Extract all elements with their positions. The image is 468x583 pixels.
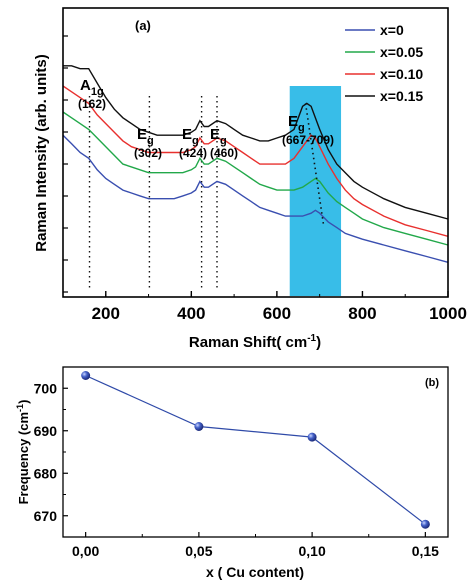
y-tick-label-b: 690 xyxy=(34,423,58,439)
x-tick-label: 400 xyxy=(177,304,205,323)
series-line-x=0 xyxy=(62,134,449,263)
peak-label: Eg xyxy=(182,126,199,147)
panel-label-a: (a) xyxy=(135,18,151,33)
x-tick-label: 200 xyxy=(92,304,120,323)
peak-label: A1g xyxy=(80,77,104,98)
peak-label: Eg xyxy=(137,126,154,147)
x-tick-label: 600 xyxy=(263,304,291,323)
peak-value: (302) xyxy=(134,146,162,160)
data-point xyxy=(307,432,317,442)
data-point xyxy=(81,371,91,380)
y-tick-label-b: 700 xyxy=(34,380,58,396)
series-line-x=0.15 xyxy=(63,65,449,220)
x-tick-label: 1000 xyxy=(429,304,467,323)
peak-value: (424) xyxy=(179,146,207,160)
y-axis-label-a: Raman Intensity (arb. units) xyxy=(33,54,50,252)
y-axis-label-b: Frequency (cm-1) xyxy=(15,400,31,505)
panel-label-b: (b) xyxy=(425,377,439,389)
highlight-band xyxy=(289,86,342,296)
x-tick-label-b: 0,15 xyxy=(412,543,439,559)
x-tick-label-b: 0,05 xyxy=(185,543,212,559)
panel-b-frequency: 0,00 0,05 0,10 0,15 700 690 680 670 (b) x ( Cu… xyxy=(15,366,449,580)
data-point xyxy=(194,422,204,431)
peak-label: Eg xyxy=(288,113,305,134)
data-point xyxy=(420,519,430,529)
panel-a-raman-spectra: 200 400 600 800 1000 (a) A1g(162)Eg(302)Eg(4… xyxy=(33,7,467,351)
y-tick-label-b: 670 xyxy=(34,508,58,524)
plot-frame-b xyxy=(62,366,449,538)
legend-label: x=0.10 xyxy=(380,66,423,82)
series-line-x=0.10 xyxy=(62,85,449,237)
peak-label: Eg xyxy=(210,126,227,147)
peak-value: (460) xyxy=(210,146,238,160)
peak-value: (162) xyxy=(78,97,106,111)
x-tick-label-b: 0,00 xyxy=(72,543,99,559)
frequency-line xyxy=(85,374,426,525)
x-axis-label-b: x ( Cu content) xyxy=(206,564,304,580)
plot-frame-a xyxy=(62,7,449,298)
y-tick-label-b: 680 xyxy=(34,465,58,481)
legend-label: x=0.15 xyxy=(380,88,423,104)
peak-shift-line xyxy=(304,103,325,225)
series-line-x=0.05 xyxy=(62,111,449,246)
x-tick-label-b: 0,10 xyxy=(298,543,325,559)
x-axis-label-a: Raman Shift( cm-1) xyxy=(189,333,321,351)
legend-label: x=0 xyxy=(380,22,404,38)
x-tick-label: 800 xyxy=(348,304,376,323)
legend-label: x=0.05 xyxy=(380,44,423,60)
peak-value: (667-709) xyxy=(282,133,334,147)
